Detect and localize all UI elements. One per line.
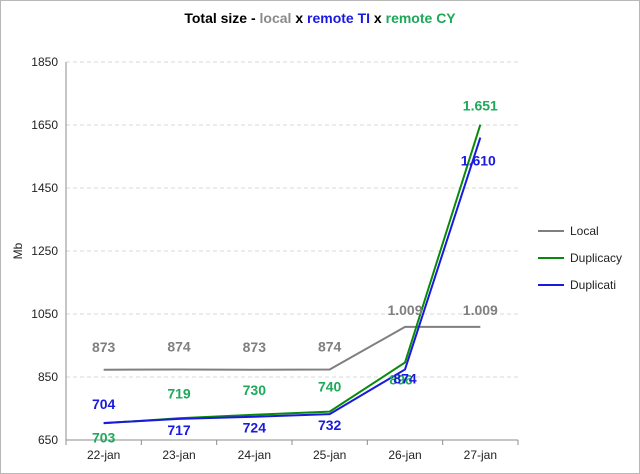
legend-label: Local [570,223,599,238]
data-label: 717 [167,422,191,438]
data-label: 1.009 [387,302,422,318]
x-tick-label: 26-jan [388,448,421,462]
data-label: 874 [318,338,342,354]
legend-label: Duplicacy [570,250,623,265]
title-part: Total size - [184,10,260,26]
title-part: remote CY [385,10,456,26]
y-tick-label: 850 [38,370,58,384]
x-tick-label: 24-jan [238,448,271,462]
data-label: 1.610 [461,153,496,169]
y-tick-label: 650 [38,433,58,447]
legend-item-duplicati: Duplicati [538,271,622,298]
data-label: 724 [243,420,267,436]
data-label: 873 [243,339,267,355]
data-label: 874 [393,370,417,386]
data-label: 730 [243,382,267,398]
data-label: 732 [318,417,342,433]
data-label: 874 [167,338,191,354]
data-label: 896 [389,372,413,388]
y-tick-label: 1650 [31,118,58,132]
legend-label: Duplicati [570,277,617,292]
legend-item-local: Local [538,217,622,244]
y-tick-label: 1850 [31,55,58,69]
legend: Local Duplicacy Duplicati [538,217,622,298]
data-label: 703 [92,429,116,445]
title-part: remote TI [307,10,371,26]
series-line-duplicati [103,137,482,424]
y-tick-label: 1250 [31,244,58,258]
data-label: 719 [167,385,191,401]
chart-title: Total size - local x remote TI x remote … [0,10,640,26]
data-label: 873 [92,339,116,355]
legend-item-duplicacy: Duplicacy [538,244,622,271]
legend-swatch [538,256,564,259]
title-part: x [291,10,308,26]
y-tick-label: 1050 [31,307,58,321]
legend-swatch [538,283,564,286]
x-tick-label: 27-jan [464,448,497,462]
title-part: local [259,10,292,26]
y-axis-title: Mb [11,242,25,259]
x-tick-label: 23-jan [162,448,195,462]
data-label: 1.009 [463,302,498,318]
data-label: 740 [318,379,342,395]
y-tick-label: 1450 [31,181,58,195]
data-label: 1.651 [463,98,498,114]
title-part: x [370,10,386,26]
x-tick-label: 22-jan [87,448,120,462]
data-label: 704 [92,396,116,412]
x-tick-label: 25-jan [313,448,346,462]
legend-swatch [538,229,564,232]
series-line-duplicacy [103,124,482,425]
series-line-local [103,325,481,371]
